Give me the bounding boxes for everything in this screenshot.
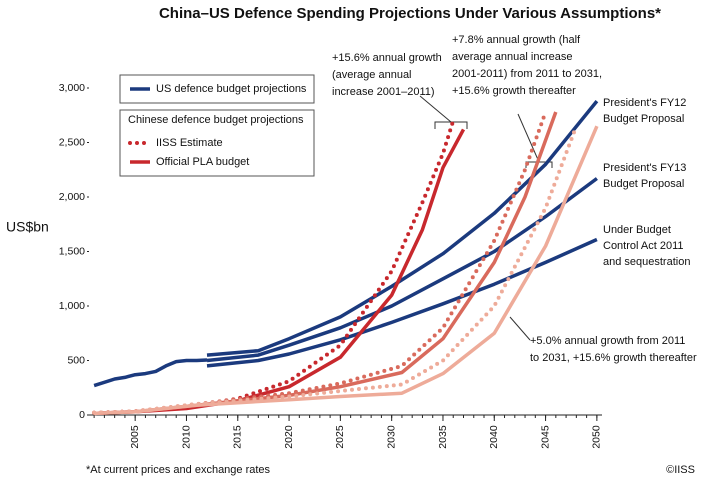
series-label: President's FY12 <box>603 97 686 109</box>
x-tick-label: 2005 <box>129 425 141 449</box>
x-tick-label: 2015 <box>232 425 244 449</box>
legend-box <box>119 74 315 104</box>
annotation: increase 2001–2011) <box>332 86 435 98</box>
series-line <box>92 124 579 415</box>
y-tick-label: 1,500 <box>59 245 85 257</box>
x-tick-label: 2045 <box>539 425 551 449</box>
legend-label: US defence budget projections <box>156 83 307 95</box>
annotation: +15.6% growth thereafter <box>452 85 576 97</box>
annotation: average annual increase <box>452 51 572 63</box>
series-line <box>93 358 208 388</box>
x-tick-label: 2040 <box>488 425 500 449</box>
leader <box>509 316 531 341</box>
annotation: to 2031, +15.6% growth thereafter <box>530 352 697 364</box>
series-label: Under Budget <box>603 224 671 236</box>
leader <box>419 95 452 123</box>
series-line <box>206 177 598 363</box>
y-tick-label: 3,000 <box>59 82 85 94</box>
y-axis-title: US$bn <box>6 219 49 235</box>
series-line <box>92 110 548 415</box>
x-tick-label: 2050 <box>591 425 603 449</box>
legend-label: IISS Estimate <box>156 137 223 149</box>
series-label: Control Act 2011 <box>603 240 684 252</box>
series-line <box>206 237 598 368</box>
series-label: Budget Proposal <box>603 113 684 125</box>
x-tick-label: 2020 <box>283 425 295 449</box>
y-tick-label: 1,000 <box>59 300 85 312</box>
x-tick-label: 2035 <box>437 425 449 449</box>
series-label: and sequestration <box>603 256 690 268</box>
y-tick-label: 2,500 <box>59 136 85 148</box>
series-line <box>206 99 599 357</box>
annotation: 2001-2011) from 2011 to 2031, <box>452 68 602 80</box>
x-tick-label: 2030 <box>385 425 397 449</box>
legend-box <box>119 109 315 177</box>
y-tick-label: 0 <box>79 409 85 421</box>
footnote: *At current prices and exchange rates <box>86 464 271 476</box>
annotation: +7.8% annual growth (half <box>452 34 581 46</box>
y-tick-label: 500 <box>67 354 85 366</box>
series-line <box>94 125 599 416</box>
annotation: +15.6% annual growth <box>332 52 442 64</box>
y-tick-label: 2,000 <box>59 191 85 203</box>
leader <box>517 113 540 163</box>
annotation: +5.0% annual growth from 2011 <box>530 335 685 347</box>
series-line <box>92 118 456 415</box>
x-tick-label: 2010 <box>180 425 192 449</box>
x-tick-label: 2025 <box>334 425 346 449</box>
legend-label: Official PLA budget <box>156 156 249 168</box>
series-label: President's FY13 <box>603 162 686 174</box>
series-label: Budget Proposal <box>603 178 684 190</box>
chart-title: China–US Defence Spending Projections Un… <box>159 5 661 22</box>
annotation: (average annual <box>332 69 412 81</box>
credit: ©IISS <box>666 464 695 476</box>
legend-group-title: Chinese defence budget projections <box>128 114 304 126</box>
